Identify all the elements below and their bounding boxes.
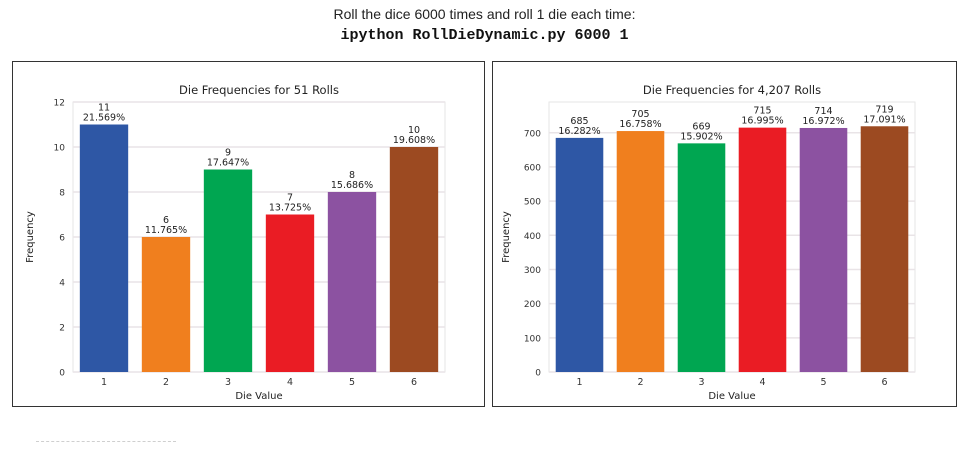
x-tick-label: 5 <box>820 377 826 388</box>
y-tick-label: 0 <box>535 369 541 379</box>
y-tick-label: 10 <box>54 144 66 154</box>
y-tick-label: 2 <box>59 324 65 334</box>
y-tick-label: 300 <box>524 266 541 276</box>
bar-value-label: 714 16.972% <box>802 106 844 127</box>
bar-value-label: 9 17.647% <box>207 148 249 169</box>
bar-value-label: 8 15.686% <box>331 170 373 191</box>
chart-panel-right: 0 100 200 300 400 500 600 700 685 16.282% 1 705 16.7… <box>492 61 957 407</box>
x-axis-label: Die Value <box>708 391 755 402</box>
bar-4 <box>738 127 787 373</box>
chart-panel-left: 0 2 4 6 8 10 12 11 21.569% 1 6 11.765% 2 9 17.647% 3 7 13… <box>12 61 485 407</box>
bar-value-label: 715 16.995% <box>741 106 783 127</box>
chart-title: Die Frequencies for 51 Rolls <box>179 83 339 97</box>
command-text: ipython RollDieDynamic.py 6000 1 <box>340 27 629 44</box>
bar-2 <box>141 237 191 372</box>
x-tick-label: 2 <box>163 377 169 388</box>
y-tick-label: 4 <box>59 279 65 289</box>
bar-3 <box>203 169 253 372</box>
bar-value-label: 669 15.902% <box>680 121 722 142</box>
x-tick-label: 1 <box>576 377 582 388</box>
chart-title: Die Frequencies for 4,207 Rolls <box>643 83 821 97</box>
x-tick-label: 3 <box>698 377 704 388</box>
x-tick-label: 2 <box>637 377 643 388</box>
y-tick-label: 400 <box>524 232 541 242</box>
x-tick-label: 3 <box>225 377 231 388</box>
bar-3 <box>677 143 726 372</box>
bar-chart-left: 0 2 4 6 8 10 12 11 21.569% 1 6 11.765% 2 9 17.647% 3 7 13… <box>25 83 446 402</box>
x-tick-label: 4 <box>287 377 293 388</box>
bar-value-label: 685 16.282% <box>558 116 600 137</box>
y-tick-label: 8 <box>59 189 65 199</box>
bar-6 <box>389 147 439 372</box>
x-axis-label: Die Value <box>235 391 282 402</box>
bar-value-label: 705 16.758% <box>619 109 661 130</box>
bar-value-label: 10 19.608% <box>393 125 435 146</box>
bar-5 <box>327 192 377 372</box>
bar-value-label: 11 21.569% <box>83 103 125 124</box>
y-tick-label: 12 <box>54 99 65 109</box>
y-tick-label: 500 <box>524 198 541 208</box>
y-tick-label: 700 <box>524 129 541 139</box>
bar-1 <box>555 137 604 372</box>
bar-4 <box>265 214 315 372</box>
bar-5 <box>799 127 848 372</box>
y-axis-label: Frequency <box>501 211 512 263</box>
x-tick-label: 5 <box>349 377 355 388</box>
x-tick-label: 6 <box>411 377 417 388</box>
y-tick-label: 6 <box>59 234 65 244</box>
bar-value-label: 719 17.091% <box>863 104 905 125</box>
bar-chart-right: 0 100 200 300 400 500 600 700 685 16.282% 1 705 16.7… <box>501 83 916 402</box>
x-tick-label: 4 <box>759 377 765 388</box>
bar-6 <box>860 126 909 372</box>
x-tick-label: 1 <box>101 377 107 388</box>
bar-1 <box>79 124 129 372</box>
bar-2 <box>616 131 665 372</box>
caption-text: Roll the dice 6000 times and roll 1 die … <box>333 6 636 22</box>
y-tick-label: 100 <box>524 334 541 344</box>
y-tick-label: 200 <box>524 300 541 310</box>
bar-value-label: 6 11.765% <box>145 215 187 236</box>
x-tick-label: 6 <box>881 377 887 388</box>
y-tick-label: 0 <box>59 369 65 379</box>
plot-area <box>548 101 916 373</box>
bar-value-label: 7 13.725% <box>269 193 311 214</box>
footer-divider <box>36 441 176 446</box>
y-tick-label: 600 <box>524 163 541 173</box>
y-axis-label: Frequency <box>25 211 36 263</box>
